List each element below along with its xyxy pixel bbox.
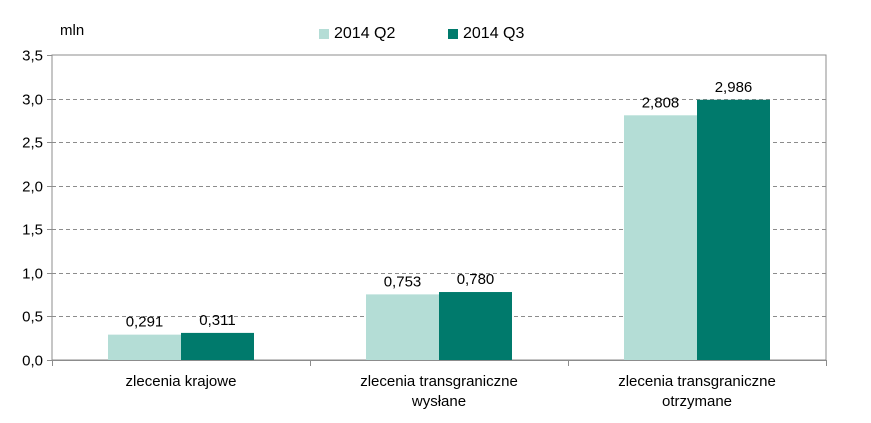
x-category-label: otrzymane xyxy=(662,393,732,410)
legend-item-series-2: 2014 Q3 xyxy=(448,22,524,46)
legend: 2014 Q2 2014 Q3 xyxy=(0,22,871,46)
x-category-label: zlecenia transgraniczne xyxy=(618,373,776,390)
x-category-label: zlecenia krajowe xyxy=(126,373,237,390)
x-category-label: zlecenia transgraniczne xyxy=(360,373,518,390)
y-tick-label: 3,5 xyxy=(22,48,43,65)
data-label: 2,986 xyxy=(715,79,753,96)
y-tick-label: 0,5 xyxy=(22,309,43,326)
legend-item-series-1: 2014 Q2 xyxy=(319,22,395,46)
x-category-label: wysłane xyxy=(411,393,466,410)
legend-label-series-1: 2014 Q2 xyxy=(334,25,396,42)
data-label: 0,780 xyxy=(457,271,495,288)
data-label: 0,291 xyxy=(126,314,164,331)
legend-swatch-series-1 xyxy=(319,29,329,39)
data-label: 0,753 xyxy=(384,273,422,290)
y-tick-label: 2,5 xyxy=(22,135,43,152)
data-label: 2,808 xyxy=(642,94,680,111)
bar xyxy=(624,115,697,360)
bar xyxy=(108,334,181,360)
y-tick-label: 2,0 xyxy=(22,179,43,196)
bar xyxy=(181,332,254,360)
y-tick-label: 1,0 xyxy=(22,266,43,283)
y-tick-label: 0,0 xyxy=(22,353,43,370)
y-unit-label: mln xyxy=(60,22,85,39)
data-label: 0,311 xyxy=(199,312,235,329)
legend-swatch-series-2 xyxy=(448,29,458,39)
y-tick-label: 1,5 xyxy=(22,222,43,239)
legend-label-series-2: 2014 Q3 xyxy=(463,25,525,42)
y-tick-label: 3,0 xyxy=(22,92,43,109)
bar xyxy=(697,99,770,360)
bar xyxy=(366,294,439,360)
bar xyxy=(439,292,512,360)
